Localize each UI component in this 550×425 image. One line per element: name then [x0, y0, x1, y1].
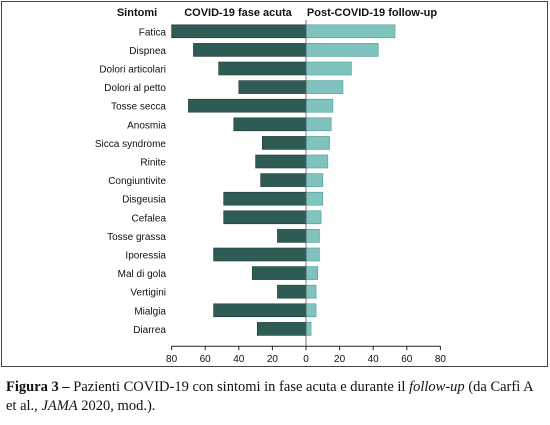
bar-followup-9 [305, 191, 324, 206]
caption-italic-1: follow-up [409, 379, 465, 395]
category-label-11: Tosse grassa [107, 232, 166, 243]
caption-text-1: Pazienti COVID-19 con sintomi in fase ac… [69, 379, 410, 395]
bar-followup-2 [305, 61, 352, 76]
bar-acute-12 [213, 247, 307, 262]
category-label-0: Fatica [139, 27, 167, 38]
bar-acute-6 [262, 136, 307, 150]
x-tick-label-6: 40 [368, 354, 380, 365]
x-tick-label-5: 20 [334, 354, 346, 365]
category-label-14: Vertigini [130, 288, 166, 299]
bar-followup-12 [305, 247, 320, 262]
caption-text-3: 2020, mod.). [77, 398, 156, 414]
bar-followup-15 [305, 303, 317, 318]
bar-acute-15 [213, 303, 307, 318]
legend-followup: Post-COVID-19 follow-up [307, 7, 437, 19]
category-label-1: Dispnea [129, 46, 166, 57]
bar-acute-1 [193, 43, 307, 57]
category-label-5: Anosmia [127, 120, 166, 131]
x-tick-label-2: 40 [233, 354, 245, 365]
category-label-2: Dolori articolari [99, 65, 166, 76]
header-symptoms: Sintomi [117, 7, 157, 19]
category-label-7: Rinite [140, 158, 166, 169]
bar-acute-7 [255, 154, 307, 169]
category-label-4: Tosse secca [111, 102, 166, 113]
bar-acute-2 [218, 61, 307, 76]
bar-acute-0 [171, 24, 307, 39]
bar-followup-10 [305, 210, 322, 225]
bar-acute-16 [256, 322, 307, 336]
legend-acute: COVID-19 fase acuta [184, 7, 292, 19]
bar-acute-10 [223, 210, 307, 225]
x-tick-label-3: 20 [267, 354, 279, 365]
bar-followup-8 [305, 173, 324, 187]
bar-followup-5 [305, 117, 332, 132]
x-tick-label-1: 60 [200, 354, 212, 365]
bar-followup-7 [305, 154, 329, 169]
category-label-9: Disgeusia [122, 195, 166, 206]
bar-acute-9 [223, 191, 307, 206]
caption-italic-2: JAMA [41, 398, 78, 414]
bar-followup-0 [305, 24, 396, 39]
legend-acute-box [171, 4, 306, 20]
bar-followup-3 [305, 80, 344, 94]
bar-followup-4 [305, 98, 334, 113]
caption-text-2: (da Carfì A et al., [6, 379, 533, 414]
category-label-15: Mialgia [134, 306, 166, 317]
bar-acute-11 [277, 229, 307, 243]
category-label-13: Mal di gola [118, 269, 167, 280]
bar-followup-6 [305, 136, 330, 150]
bar-acute-13 [251, 266, 307, 280]
caption-label: Figura 3 – [6, 379, 70, 395]
bar-acute-4 [188, 98, 307, 113]
figure-caption: Figura 3 – Pazienti COVID-19 con sintomi… [6, 378, 546, 416]
bar-followup-13 [305, 266, 319, 280]
x-tick-label-8: 80 [435, 354, 447, 365]
category-label-16: Diarrea [133, 325, 166, 336]
x-tick-label-0: 80 [166, 354, 178, 365]
category-label-10: Cefalea [132, 213, 167, 224]
chart: COVID-19 fase acuta Post-COVID-19 follow-… [95, 4, 447, 365]
bar-followup-14 [305, 284, 317, 299]
bar-followup-11 [305, 229, 320, 243]
x-tick-label-7: 60 [401, 354, 413, 365]
category-label-6: Sicca syndrome [95, 139, 167, 150]
figure-frame: COVID-19 fase acuta Post-COVID-19 follow-… [1, 1, 548, 367]
bar-acute-3 [238, 80, 307, 94]
bar-followup-1 [305, 43, 379, 57]
bar-acute-14 [277, 284, 307, 299]
bar-acute-8 [260, 173, 307, 187]
category-label-8: Congiuntivite [108, 176, 166, 187]
bar-followup-16 [305, 322, 312, 336]
bar-acute-5 [233, 117, 307, 132]
x-tick-label-4: 0 [303, 354, 309, 365]
category-label-12: Iporessia [125, 251, 166, 262]
category-label-3: Dolori al petto [104, 83, 166, 94]
